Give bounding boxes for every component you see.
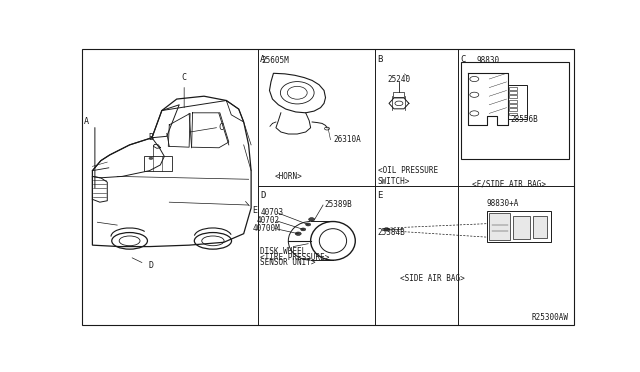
Text: 25389B: 25389B [324, 200, 352, 209]
Text: D: D [148, 261, 154, 270]
Text: 25240: 25240 [388, 75, 411, 84]
Text: D: D [260, 191, 266, 200]
Text: E: E [252, 206, 257, 215]
Bar [533, 216, 547, 238]
Bar [461, 62, 569, 159]
Text: A: A [260, 55, 266, 64]
Text: 25605M: 25605M [261, 56, 289, 65]
Bar [489, 213, 510, 240]
Text: C: C [460, 55, 466, 64]
Bar [509, 100, 517, 103]
Text: E: E [378, 191, 383, 200]
Text: C: C [182, 73, 187, 83]
Text: 40700M: 40700M [253, 224, 280, 233]
Text: A: A [84, 118, 89, 126]
Text: 98830: 98830 [477, 56, 500, 65]
Text: B: B [378, 55, 383, 64]
Text: DISK WHEEL: DISK WHEEL [260, 247, 306, 256]
Text: 25384B: 25384B [378, 228, 405, 237]
Bar [509, 108, 517, 111]
Text: C: C [218, 123, 223, 132]
Text: SENSOR UNIT>: SENSOR UNIT> [260, 259, 315, 267]
Bar [508, 85, 527, 119]
Bar [513, 216, 531, 238]
Text: B: B [148, 133, 154, 142]
Bar [394, 92, 404, 97]
Text: 26310A: 26310A [333, 135, 361, 144]
Bar [145, 156, 172, 171]
Circle shape [308, 218, 315, 221]
Circle shape [383, 228, 390, 231]
Text: <SIDE AIR BAG>: <SIDE AIR BAG> [400, 273, 465, 283]
Bar [509, 87, 517, 90]
Circle shape [306, 223, 310, 226]
Text: <F/SIDE AIR BAG>: <F/SIDE AIR BAG> [472, 179, 546, 188]
Text: <TIRE PRESSURE>: <TIRE PRESSURE> [260, 253, 329, 262]
Circle shape [295, 232, 301, 235]
Circle shape [149, 157, 153, 160]
Text: 40703: 40703 [260, 208, 284, 217]
Bar [486, 211, 551, 242]
Bar [509, 112, 517, 115]
Bar [509, 104, 517, 107]
Text: <HORN>: <HORN> [275, 172, 302, 181]
Text: 98830+A: 98830+A [486, 199, 519, 208]
Text: <OIL PRESSURE
SWITCH>: <OIL PRESSURE SWITCH> [378, 166, 438, 186]
Bar [509, 91, 517, 94]
Circle shape [301, 228, 306, 231]
Text: 28556B: 28556B [511, 115, 538, 124]
Bar [509, 95, 517, 98]
Text: R25300AW: R25300AW [532, 314, 568, 323]
Text: 40702: 40702 [257, 216, 280, 225]
